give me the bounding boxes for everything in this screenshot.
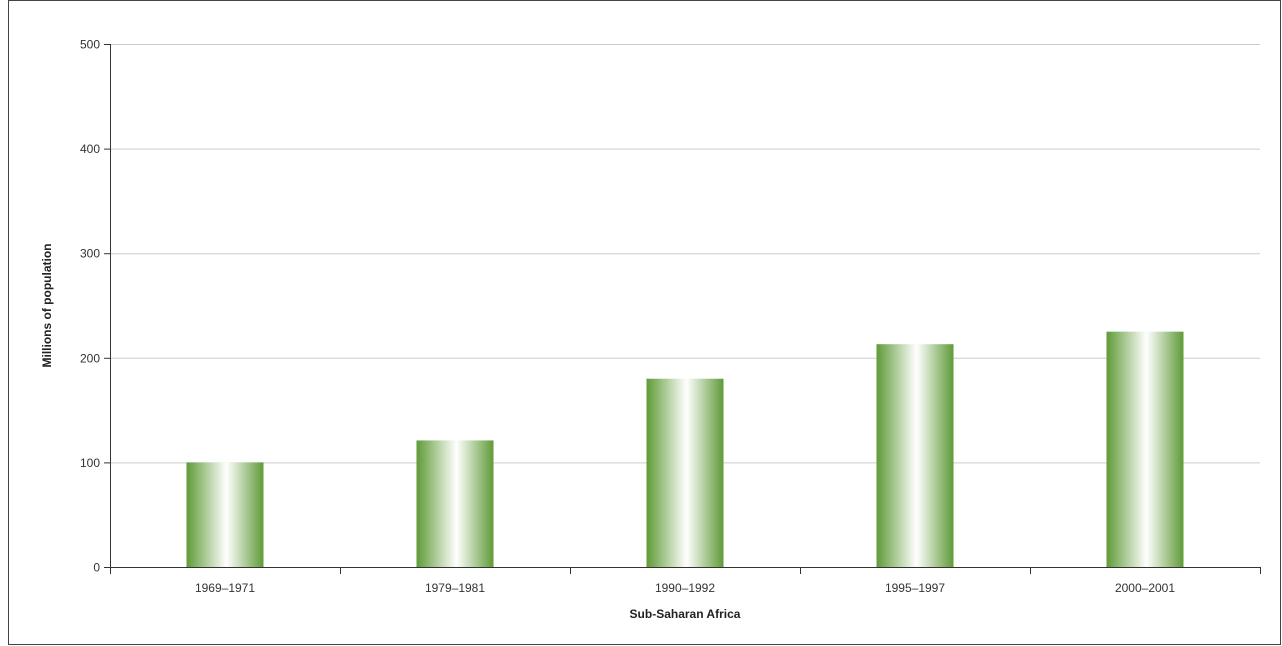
y-tick-label: 200 [80,351,100,365]
y-tick-label: 300 [80,247,100,261]
y-axis-title: Millions of population [40,244,54,368]
x-tick-labels: 1969–1971 1979–1981 1990–1992 1995–1997 2000… [195,581,1175,595]
x-tick-label: 2000–2001 [1115,581,1175,595]
x-tick-label: 1995–1997 [885,581,945,595]
chart-border [8,0,1281,645]
y-tick-labels: 0 100 200 300 400 500 [80,38,100,575]
x-tick-label: 1969–1971 [195,581,255,595]
bar-2 [416,440,494,567]
y-tick-label: 100 [80,456,100,470]
axes [104,44,1261,574]
x-tick-label: 1990–1992 [655,581,715,595]
y-tick-label: 500 [80,38,100,52]
bar-5 [1106,331,1184,567]
bar-1 [186,462,264,567]
y-tick-label: 0 [93,561,100,575]
y-tick-label: 400 [80,142,100,156]
bar-4 [876,344,954,567]
bar-3 [646,378,724,567]
bars [186,331,1184,567]
x-tick-label: 1979–1981 [425,581,485,595]
gridlines [110,44,1260,464]
x-axis-title: Sub-Saharan Africa [630,607,741,621]
